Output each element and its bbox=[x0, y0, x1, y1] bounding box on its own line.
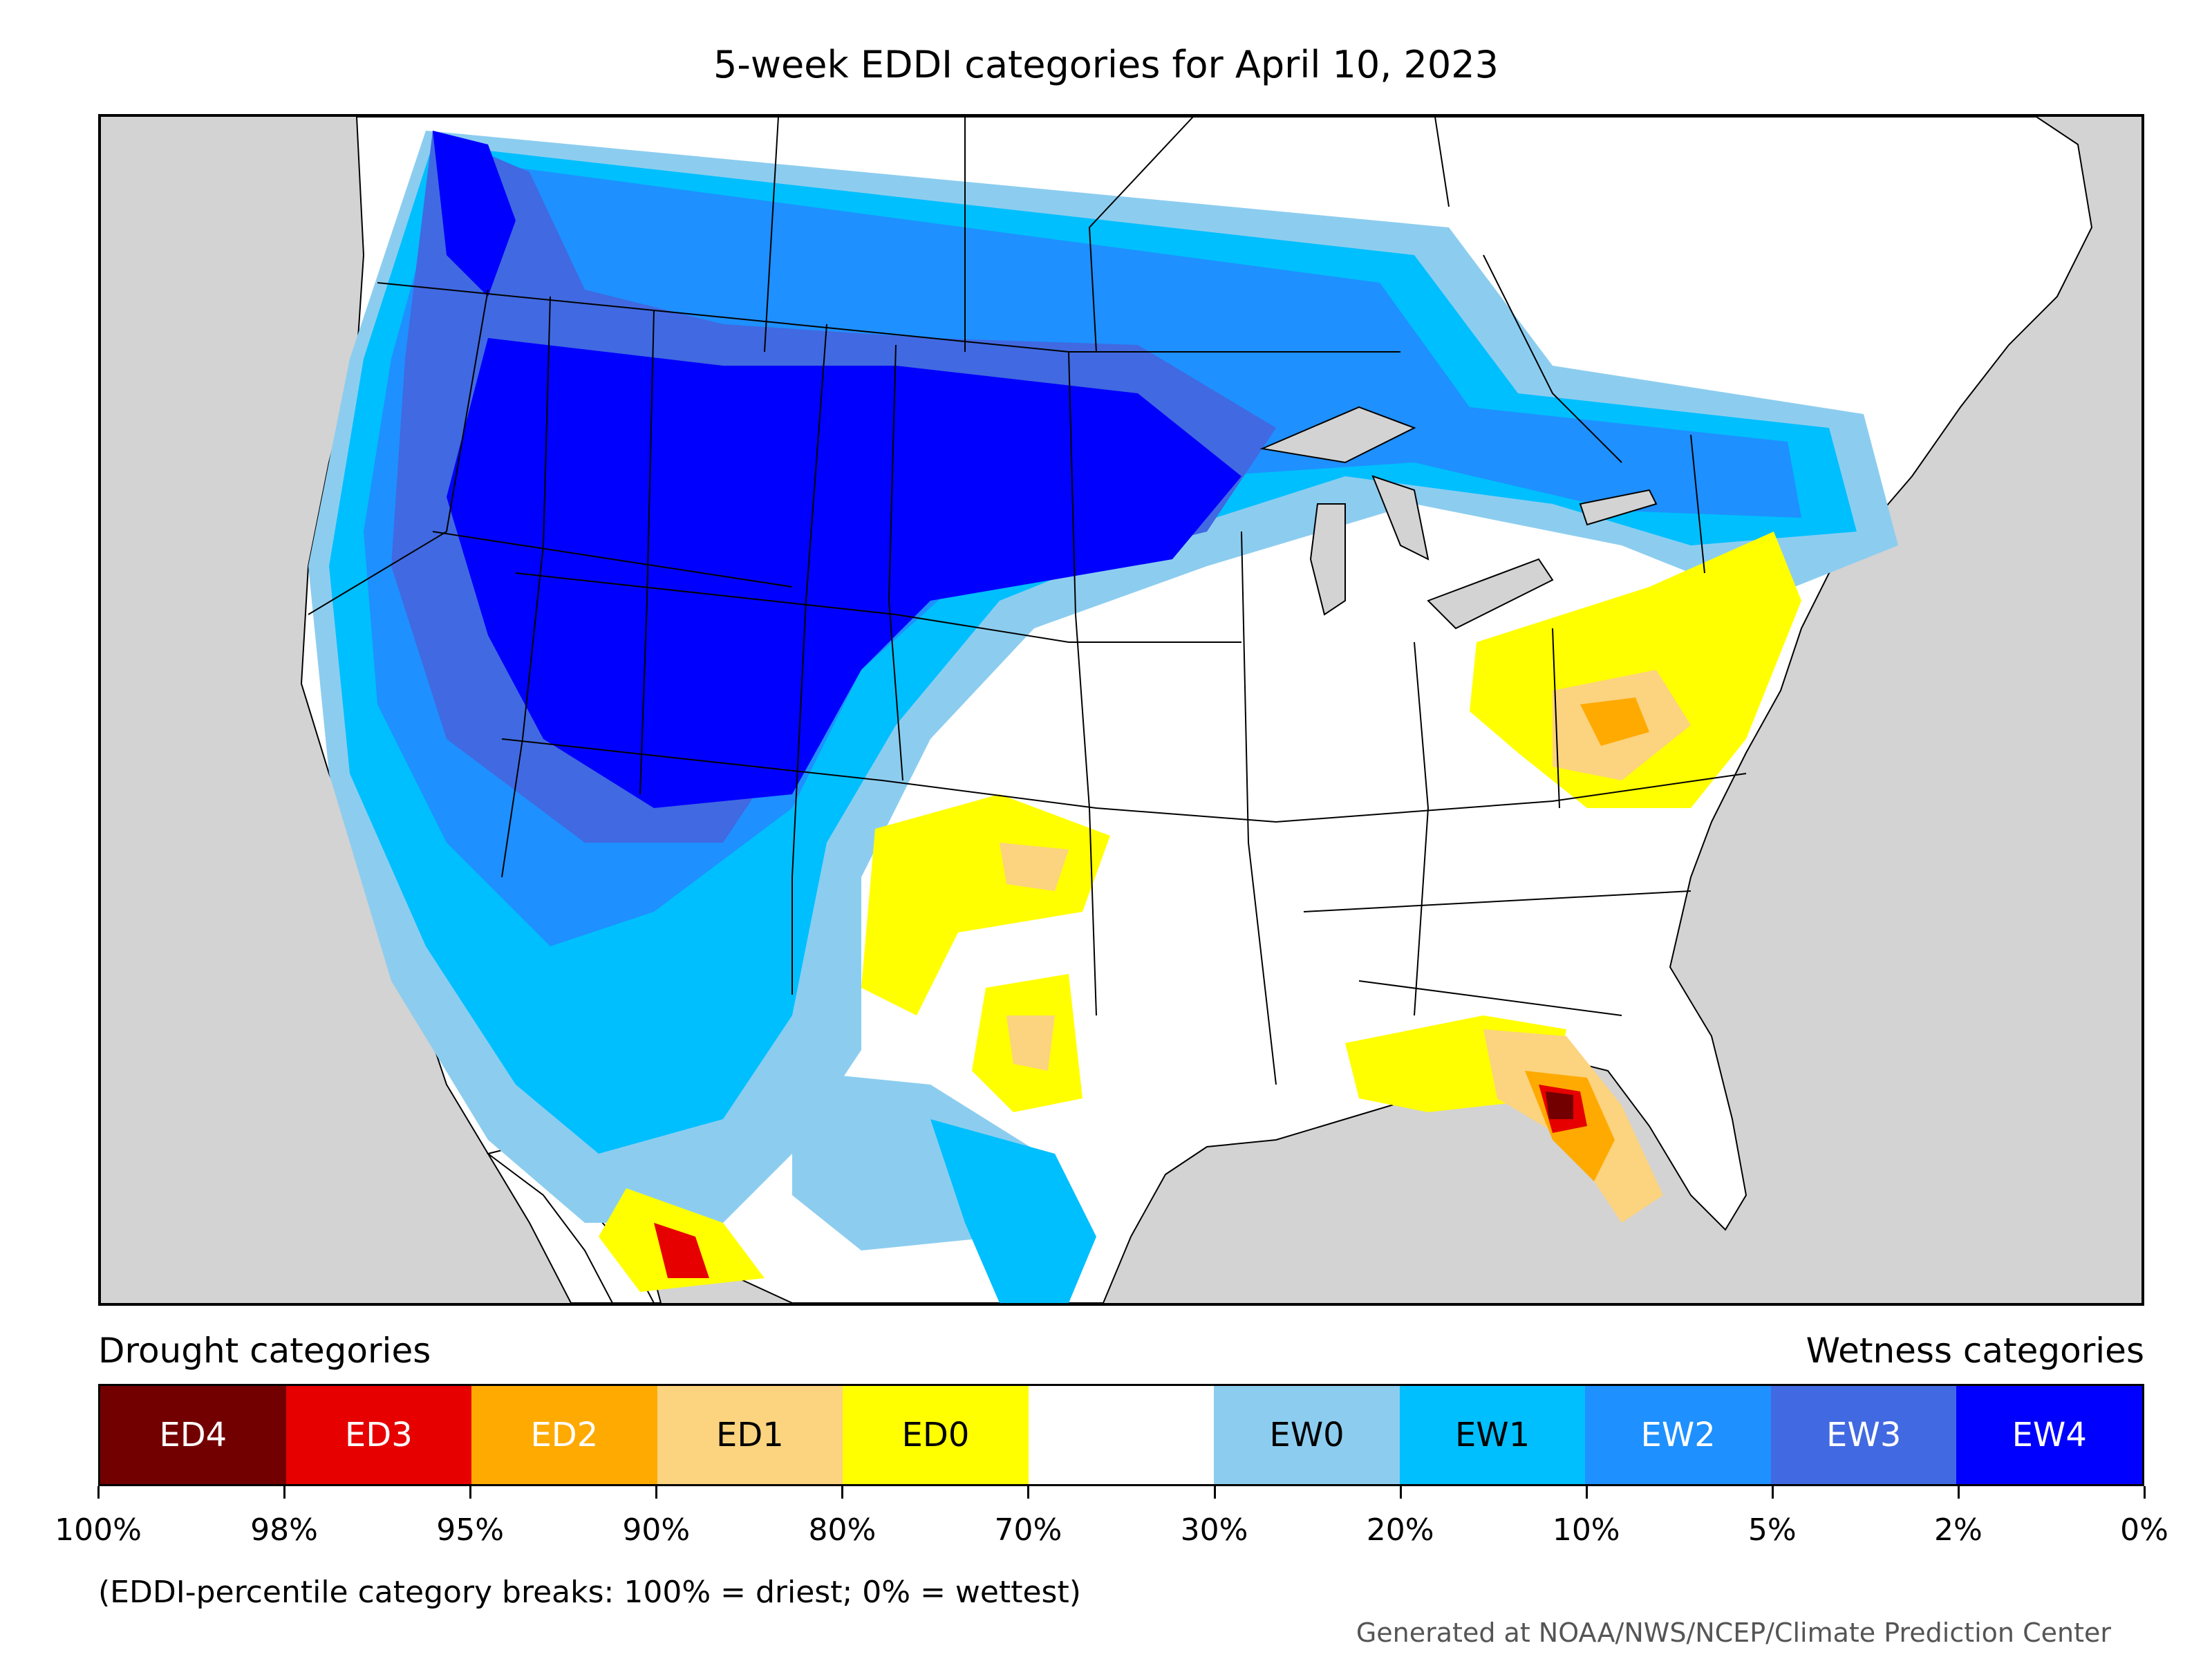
map-svg bbox=[300, 117, 2093, 1303]
legend-tick bbox=[283, 1486, 286, 1499]
legend-cell-ed4: ED4 bbox=[100, 1386, 286, 1484]
legend-ticks bbox=[97, 1486, 2146, 1500]
legend-tick-label: 70% bbox=[994, 1512, 1062, 1548]
wetness-overlay bbox=[308, 131, 1898, 1303]
legend-tick-label: 10% bbox=[1552, 1512, 1620, 1548]
legend-tick bbox=[1957, 1486, 1960, 1499]
legend-tick-label: 100% bbox=[55, 1512, 142, 1548]
legend-cell-ed1: ED1 bbox=[657, 1386, 843, 1484]
legend-tick bbox=[97, 1486, 100, 1499]
legend-tick bbox=[1771, 1486, 1774, 1499]
legend-cell-ew0: EW0 bbox=[1214, 1386, 1400, 1484]
legend-cell-ew1: EW1 bbox=[1399, 1386, 1586, 1484]
wetness-categories-heading: Wetness categories bbox=[1806, 1331, 2144, 1371]
legend-tick bbox=[655, 1486, 658, 1499]
legend-cell-ed2: ED2 bbox=[471, 1386, 657, 1484]
legend-cell-ew3: EW3 bbox=[1770, 1386, 1957, 1484]
category-breaks-note: (EDDI-percentile category breaks: 100% =… bbox=[98, 1575, 1081, 1610]
legend-tick bbox=[1399, 1486, 1402, 1499]
eddi-map bbox=[98, 114, 2144, 1306]
credit-line: Generated at NOAA/NWS/NCEP/Climate Predi… bbox=[1356, 1618, 2111, 1648]
legend-tick-label: 30% bbox=[1180, 1512, 1248, 1548]
legend-cell-ew4: EW4 bbox=[1956, 1386, 2143, 1484]
legend-tick-label: 2% bbox=[1934, 1512, 1983, 1548]
drought-categories-heading: Drought categories bbox=[98, 1331, 431, 1371]
great-lakes bbox=[1259, 406, 1658, 630]
legend-cell-ew2: EW2 bbox=[1585, 1386, 1771, 1484]
political-boundaries bbox=[308, 117, 1747, 1085]
legend-tick-label: 20% bbox=[1366, 1512, 1434, 1548]
map-title: 5-week EDDI categories for April 10, 202… bbox=[713, 43, 1499, 86]
legend-cell-normal bbox=[1028, 1386, 1215, 1484]
legend-cell-ed0: ED0 bbox=[843, 1386, 1029, 1484]
legend-tick-label: 98% bbox=[250, 1512, 318, 1548]
legend-tick bbox=[1027, 1486, 1030, 1499]
legend-tick bbox=[1585, 1486, 1588, 1499]
drought-overlay bbox=[599, 532, 1801, 1292]
legend-tick-label: 5% bbox=[1747, 1512, 1797, 1548]
legend-cell-ed3: ED3 bbox=[285, 1386, 472, 1484]
legend-tick-label: 0% bbox=[2120, 1512, 2168, 1548]
legend-tick bbox=[841, 1486, 844, 1499]
legend-tick-label: 90% bbox=[622, 1512, 691, 1548]
legend-colorbar: ED4 ED3 ED2 ED1 ED0 EW0 EW1 EW2 EW3 EW4 bbox=[98, 1384, 2144, 1486]
legend-tick bbox=[469, 1486, 472, 1499]
legend-tick bbox=[2144, 1486, 2146, 1499]
legend-tick-label: 80% bbox=[808, 1512, 877, 1548]
legend-tick-label: 95% bbox=[436, 1512, 505, 1548]
legend-tick bbox=[1213, 1486, 1216, 1499]
